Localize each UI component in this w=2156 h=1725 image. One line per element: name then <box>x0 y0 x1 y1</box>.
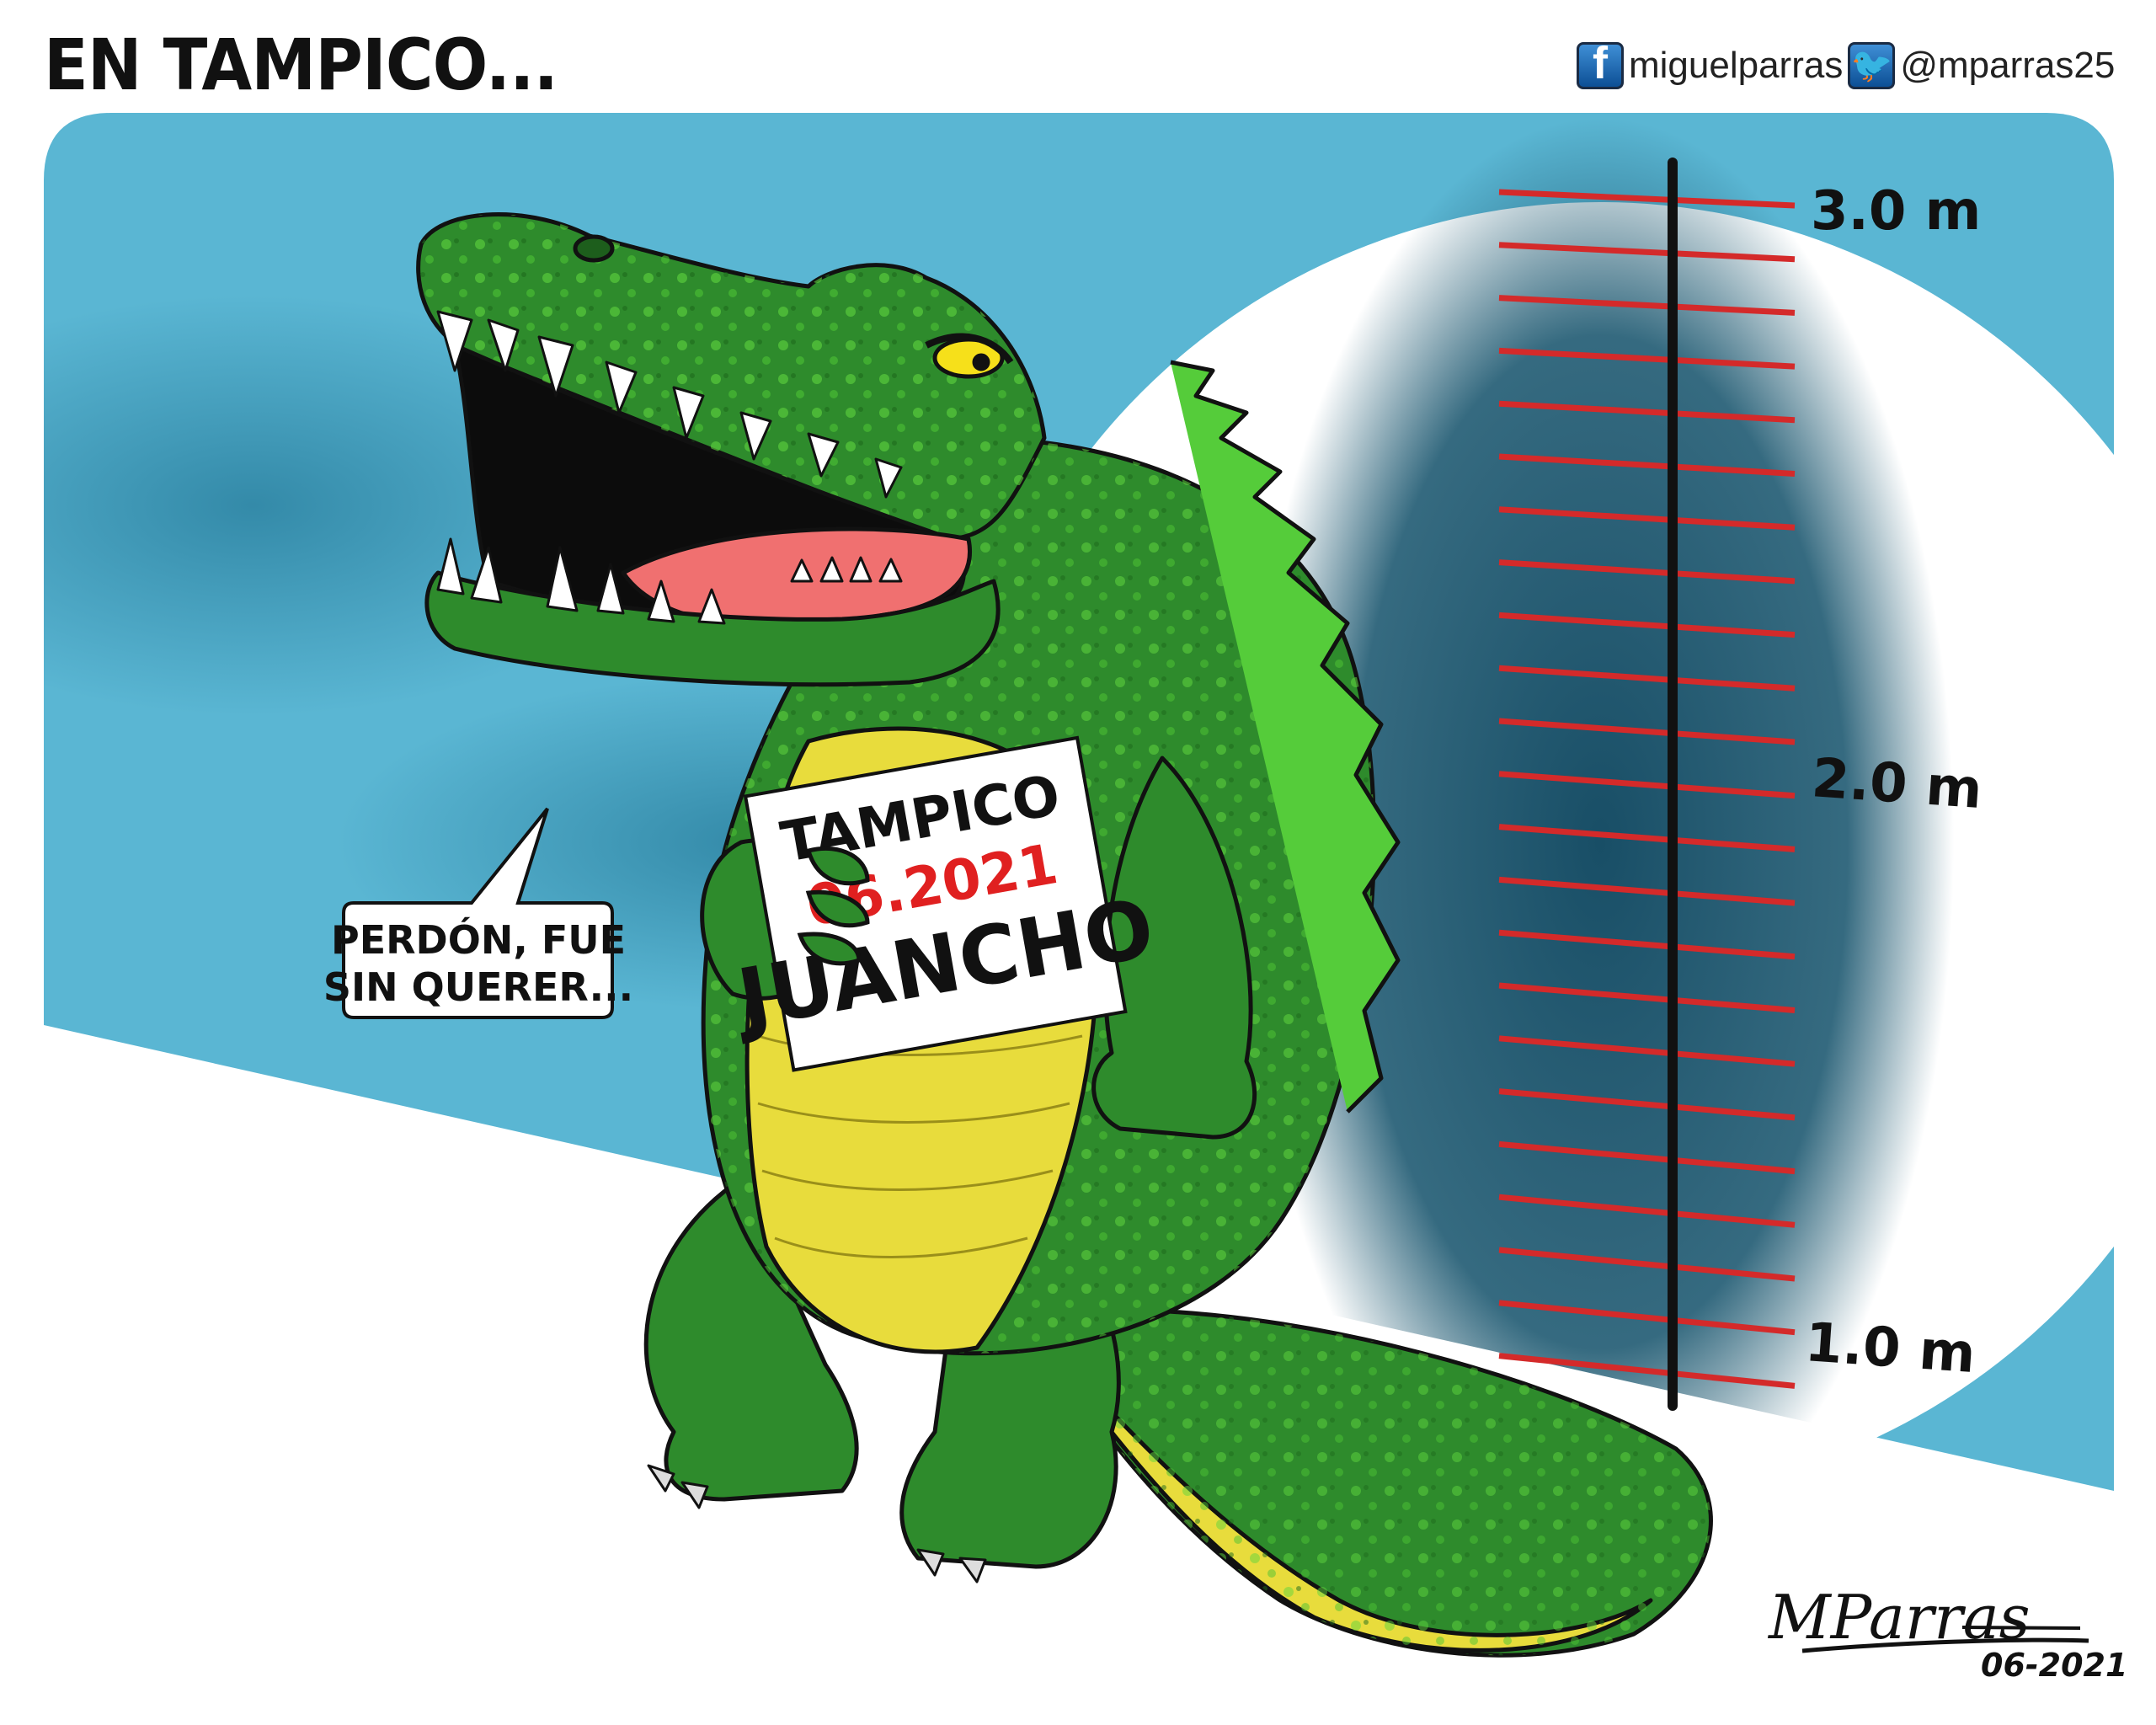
ruler-tick <box>1498 347 1796 370</box>
facebook-icon: f <box>1577 42 1624 89</box>
ruler-tick <box>1498 876 1796 906</box>
speech-line-1: PERDÓN, FUE <box>331 917 626 963</box>
ruler-tick <box>1498 1035 1796 1067</box>
ruler-label-2m: 2.0 m <box>1810 747 1984 821</box>
ruler-tick <box>1498 189 1796 209</box>
crocodile-nostril <box>573 234 615 263</box>
ruler-tick <box>1498 982 1796 1013</box>
ruler-tick <box>1498 824 1796 852</box>
ruler-tick <box>1498 1247 1796 1282</box>
speech-line-2: SIN QUERER... <box>323 964 633 1010</box>
ruler-tick <box>1498 718 1796 745</box>
twitter-handle: @mparras25 <box>1900 45 2116 86</box>
ruler-tick <box>1498 1140 1796 1175</box>
name-sign: TAMPICO 06.2021 JUANCHO <box>726 735 1161 1072</box>
social-handles: f miguelparras 🐦 @mparras25 <box>1577 42 2115 89</box>
ruler-tick <box>1498 929 1796 960</box>
ruler-tick <box>1498 295 1796 316</box>
ruler-tick <box>1498 453 1796 477</box>
twitter-icon: 🐦 <box>1848 42 1896 89</box>
ruler-label-3m: 3.0 m <box>1811 180 1981 243</box>
speech-bubble: PERDÓN, FUE SIN QUERER... <box>323 807 633 1019</box>
height-ruler <box>1498 158 1796 1411</box>
ruler-tick <box>1498 1194 1796 1228</box>
ruler-tick <box>1498 1300 1796 1336</box>
ruler-tick <box>1498 400 1796 424</box>
ruler-tick <box>1498 559 1796 585</box>
ruler-tick <box>1498 1088 1796 1121</box>
signature-date: 06-2021 <box>1981 1647 2127 1684</box>
ruler-tick <box>1498 242 1796 263</box>
ruler-tick <box>1498 665 1796 692</box>
crocodile-left-leg <box>643 1177 859 1502</box>
ruler-tick <box>1498 506 1796 531</box>
ruler-tick <box>1498 1353 1796 1389</box>
cartoon-title: EN TAMPICO... <box>44 24 558 106</box>
ruler-tick <box>1498 771 1796 799</box>
ruler-label-1m: 1.0 m <box>1803 1311 1977 1386</box>
crocodile-fingers <box>797 846 870 966</box>
ruler-tick <box>1498 611 1796 638</box>
artist-signature: MParras 06-2021 <box>1767 1582 2127 1684</box>
dark-cloud <box>1246 118 1954 1567</box>
facebook-handle: miguelparras <box>1629 45 1844 86</box>
